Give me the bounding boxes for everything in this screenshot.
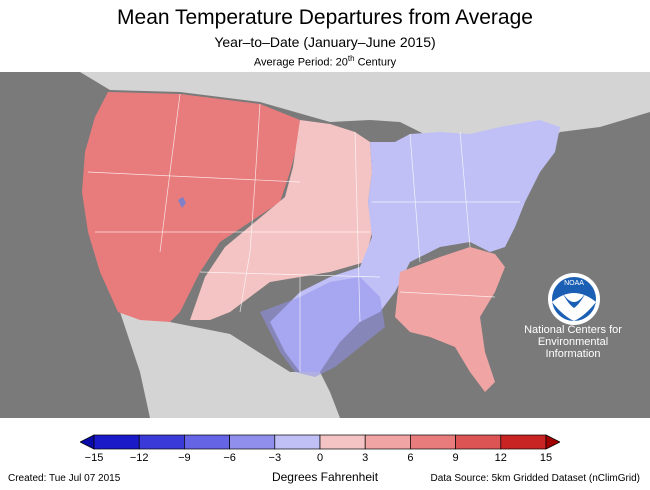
legend-tick-label: 6 bbox=[407, 452, 414, 464]
data-source: Data Source: 5km Gridded Dataset (nClimG… bbox=[430, 473, 640, 484]
legend-tick-label: 12 bbox=[494, 452, 507, 464]
legend-tick-label: 15 bbox=[539, 452, 553, 464]
legend-swatch bbox=[455, 434, 502, 450]
legend-swatch bbox=[229, 434, 276, 450]
legend-swatch bbox=[93, 434, 140, 450]
ncei-line-1: National Centers for bbox=[524, 324, 622, 336]
great-salt-lake bbox=[178, 197, 186, 208]
created-date: Created: Tue Jul 07 2015 bbox=[8, 473, 121, 484]
legend-tick-label: 3 bbox=[362, 452, 369, 464]
ncei-line-2: Environmental bbox=[537, 336, 609, 348]
temperature-map: NOAA bbox=[80, 72, 650, 418]
map-title: Mean Temperature Departures from Average bbox=[117, 6, 533, 29]
legend-tick-label: 0 bbox=[316, 452, 324, 464]
noaa-logo-text: NOAA bbox=[564, 280, 584, 287]
legend-arrow-low bbox=[80, 434, 95, 450]
legend-tick-label: −9 bbox=[178, 452, 191, 464]
legend-tick-label: −6 bbox=[223, 452, 236, 464]
legend-swatch bbox=[410, 434, 456, 450]
noaa-logo-icon bbox=[548, 273, 600, 325]
legend-swatch bbox=[500, 434, 547, 450]
legend-swatch bbox=[138, 434, 185, 450]
region-central-warm-light bbox=[190, 120, 372, 320]
region-southeast-warm bbox=[395, 247, 505, 392]
average-period: Average Period: 20th Century bbox=[0, 54, 650, 69]
average-period-prefix: Average Period: 20 bbox=[253, 56, 348, 69]
legend-swatch bbox=[319, 434, 366, 450]
ncei-label: National Centers for Environmental Infor… bbox=[508, 324, 638, 360]
legend-title: Degrees Fahrenheit bbox=[271, 470, 379, 484]
legend-tick-label: 9 bbox=[452, 452, 459, 464]
ncei-line-3: Information bbox=[545, 348, 601, 360]
legend-swatch bbox=[364, 434, 411, 450]
average-period-suffix: Century bbox=[354, 56, 397, 69]
legend-tick-label: −15 bbox=[84, 452, 104, 464]
legend-swatch bbox=[184, 434, 230, 450]
region-west-warm-strong bbox=[82, 92, 300, 322]
legend-arrow-high bbox=[545, 434, 560, 450]
map-subtitle: Year–to–Date (January–June 2015) bbox=[214, 34, 436, 50]
state-borders bbox=[87, 93, 520, 372]
legend-swatch bbox=[274, 434, 321, 450]
color-legend-bar bbox=[80, 434, 560, 450]
average-period-sup: th bbox=[347, 54, 355, 63]
mexico-land bbox=[120, 312, 340, 418]
legend-tick-label: −12 bbox=[129, 452, 149, 464]
legend-tick-label: −3 bbox=[268, 452, 282, 464]
region-south-cool bbox=[260, 277, 385, 377]
map-panel: NOAA bbox=[0, 72, 650, 418]
